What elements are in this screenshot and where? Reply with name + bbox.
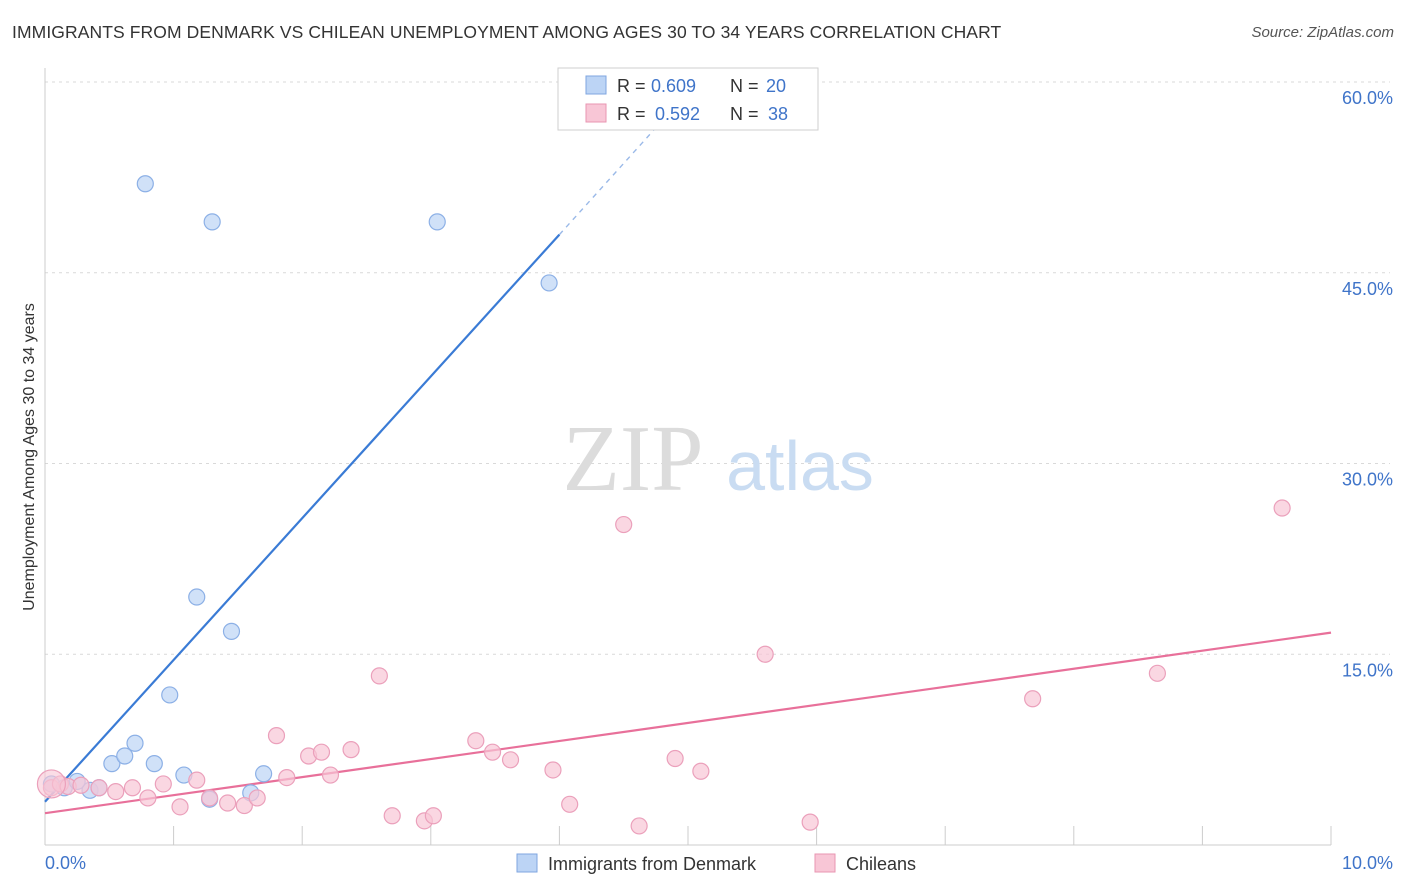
legend-r-denmark: 0.609 bbox=[651, 76, 696, 96]
point-1-9 bbox=[171, 798, 189, 816]
chart-title: IMMIGRANTS FROM DENMARK VS CHILEAN UNEMP… bbox=[12, 22, 1002, 42]
point-1-36 bbox=[1024, 690, 1042, 708]
point-1-12 bbox=[219, 794, 237, 812]
point-1-22 bbox=[383, 807, 401, 825]
watermark-atlas: atlas bbox=[726, 427, 874, 505]
y-axis-label: Unemployment Among Ages 30 to 34 years bbox=[21, 303, 38, 611]
legend-n-chileans: 38 bbox=[768, 104, 788, 124]
point-0-9 bbox=[161, 686, 179, 704]
y-tick-label-2: 45.0% bbox=[1342, 279, 1393, 299]
bottom-swatch-chileans bbox=[814, 853, 836, 873]
point-1-25 bbox=[467, 732, 485, 750]
legend-n-denmark: 20 bbox=[766, 76, 786, 96]
point-0-7 bbox=[145, 755, 163, 773]
trend-line-1 bbox=[44, 631, 1332, 815]
point-1-26 bbox=[483, 743, 502, 761]
point-1-15 bbox=[267, 727, 286, 745]
point-1-18 bbox=[312, 743, 331, 761]
point-0-18 bbox=[540, 274, 558, 292]
point-1-27 bbox=[501, 751, 520, 769]
point-0-6 bbox=[126, 734, 144, 752]
point-1-37 bbox=[1148, 664, 1166, 682]
svg-text:R =: R = bbox=[617, 104, 646, 124]
point-1-6 bbox=[123, 779, 142, 797]
legend-swatch-chileans bbox=[585, 103, 607, 123]
trend-extension-0 bbox=[558, 91, 689, 236]
stats-legend: R = 0.609 N = 20 R = 0.592 N = 38 bbox=[557, 67, 819, 131]
point-1-13 bbox=[235, 796, 253, 815]
point-1-35 bbox=[801, 813, 819, 831]
y-tick-label-3: 60.0% bbox=[1342, 88, 1393, 108]
point-1-21 bbox=[370, 667, 388, 685]
legend-swatch-denmark bbox=[585, 75, 607, 95]
legend-r-chileans: 0.592 bbox=[655, 104, 700, 124]
axes bbox=[44, 68, 1332, 846]
bottom-label-chileans: Chileans bbox=[846, 854, 916, 874]
point-0-5 bbox=[116, 747, 134, 765]
watermark-zip: ZIP bbox=[563, 407, 704, 511]
point-1-33 bbox=[692, 762, 710, 780]
bottom-label-denmark: Immigrants from Denmark bbox=[548, 854, 757, 874]
point-1-28 bbox=[544, 761, 562, 779]
point-1-34 bbox=[756, 645, 774, 663]
y-tick-label-1: 30.0% bbox=[1342, 470, 1393, 490]
point-cluster-origin bbox=[36, 769, 67, 799]
point-1-14 bbox=[248, 789, 266, 807]
point-1-20 bbox=[342, 741, 360, 759]
data-points bbox=[36, 175, 1291, 835]
point-1-38 bbox=[1273, 499, 1291, 517]
point-1-31 bbox=[630, 817, 648, 835]
trend-line-0 bbox=[44, 233, 561, 803]
point-0-14 bbox=[222, 622, 241, 640]
point-1-11 bbox=[201, 789, 219, 807]
bottom-swatch-denmark bbox=[516, 853, 538, 873]
svg-text:N =: N = bbox=[730, 104, 759, 124]
x-tick-label-max: 10.0% bbox=[1342, 853, 1393, 873]
point-1-3 bbox=[72, 776, 90, 794]
point-1-30 bbox=[615, 515, 633, 534]
series-legend: Immigrants from Denmark Chileans bbox=[516, 853, 916, 874]
point-1-19 bbox=[321, 766, 340, 784]
point-0-12 bbox=[203, 213, 221, 231]
point-1-4 bbox=[90, 779, 108, 797]
point-1-32 bbox=[666, 749, 684, 768]
point-0-8 bbox=[136, 175, 154, 193]
y-tick-label-0: 15.0% bbox=[1342, 660, 1393, 680]
source-label: Source: ZipAtlas.com bbox=[1251, 24, 1394, 41]
point-1-16 bbox=[278, 769, 296, 787]
tick-labels: 15.0% 30.0% 45.0% 60.0% 0.0% 10.0% bbox=[45, 88, 1393, 873]
x-tick-label-min: 0.0% bbox=[45, 853, 86, 873]
point-1-7 bbox=[139, 789, 157, 807]
point-1-8 bbox=[154, 775, 172, 793]
point-1-10 bbox=[188, 771, 206, 789]
point-0-11 bbox=[188, 588, 206, 606]
svg-text:N =: N = bbox=[730, 76, 759, 96]
grid-lines bbox=[45, 81, 1390, 655]
point-1-24 bbox=[424, 807, 442, 825]
trend-lines bbox=[44, 91, 1332, 815]
point-1-29 bbox=[561, 795, 579, 813]
svg-text:R =: R = bbox=[617, 76, 646, 96]
point-0-16 bbox=[255, 765, 273, 783]
point-1-5 bbox=[107, 782, 125, 801]
point-0-17 bbox=[428, 213, 446, 231]
point-0-4 bbox=[103, 755, 121, 773]
